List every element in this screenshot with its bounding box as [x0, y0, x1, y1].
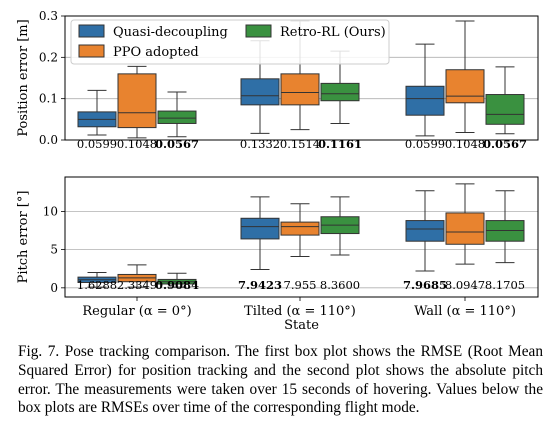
legend-label: Retro-RL (Ours) [280, 25, 386, 40]
legend-swatch [78, 44, 105, 58]
rmse-label: 8.0947 [445, 278, 485, 292]
figure-caption: Fig. 7. Pose tracking comparison. The fi… [18, 343, 543, 417]
rmse-label: 7.955 [284, 278, 317, 292]
box-iqr [405, 220, 445, 242]
box-regular-2 [117, 65, 157, 139]
rmse-label: 0.0599 [405, 137, 445, 151]
box-iqr [485, 94, 525, 125]
legend-swatch [78, 24, 105, 38]
box-wall-1 [405, 43, 445, 137]
y-axis-label: Position error [m] [16, 19, 31, 136]
box-iqr [280, 73, 320, 106]
rmse-label: 1.6288 [77, 278, 117, 292]
y-tick-label: 0.0 [39, 133, 58, 147]
rmse-label: 7.9423 [238, 278, 282, 292]
box-tilted-2 [280, 203, 320, 257]
rmse-label: 0.0567 [155, 137, 199, 151]
box-iqr [240, 78, 280, 106]
y-tick-label: 0.1 [39, 92, 58, 106]
box-wall-2 [445, 20, 485, 134]
axes-frame [64, 176, 539, 298]
box-iqr [280, 221, 320, 236]
y-axis-label: Pitch error [°] [16, 191, 31, 284]
box-regular-1 [77, 89, 117, 136]
y-tick-label: 0.3 [39, 9, 58, 23]
box-regular-2 [117, 264, 157, 288]
box-iqr [157, 110, 197, 124]
x-tick-label: Regular (α = 0°) [82, 304, 191, 319]
box-wall-3 [485, 190, 525, 264]
rmse-label: 0.1161 [318, 137, 362, 151]
y-tick-label: 10 [43, 204, 58, 218]
rmse-label: 0.0599 [77, 137, 117, 151]
x-tick-label: Wall (α = 110°) [414, 304, 516, 319]
rmse-label: 8.1705 [485, 278, 525, 292]
box-iqr [320, 82, 360, 102]
rmse-label: 0.0567 [483, 137, 527, 151]
legend-swatch [245, 24, 272, 38]
box-wall-2 [445, 183, 485, 265]
x-tick-label: Tilted (α = 110°) [244, 304, 356, 319]
box-iqr [445, 212, 485, 245]
y-tick-label: 0 [50, 281, 58, 295]
x-axis-label: State [284, 318, 319, 333]
rmse-label: 0.9084 [155, 278, 199, 292]
rmse-label: 8.3600 [320, 278, 360, 292]
box-iqr [445, 69, 485, 104]
box-wall-3 [485, 66, 525, 135]
box-regular-1 [77, 272, 117, 288]
legend-label: Quasi-decoupling [113, 25, 228, 40]
legend-frame [70, 19, 390, 65]
axes-frame [64, 15, 539, 141]
box-iqr [117, 73, 157, 129]
box-tilted-1 [240, 196, 280, 270]
box-iqr [405, 85, 445, 116]
box-regular-3 [157, 272, 197, 288]
rmse-label: 2.3349 [117, 278, 157, 292]
y-tick-label: 0.2 [39, 50, 58, 64]
y-tick-label: 5 [50, 243, 58, 257]
legend-label: PPO adopted [113, 45, 199, 60]
box-iqr [240, 217, 280, 240]
box-regular-3 [157, 91, 197, 138]
box-tilted-3 [320, 196, 360, 256]
box-wall-1 [405, 190, 445, 272]
legend: Quasi-decoupling PPO adopted Retro-RL (Our… [70, 19, 390, 65]
rmse-label: 0.1332 [240, 137, 280, 151]
rmse-label: 7.9685 [403, 278, 447, 292]
